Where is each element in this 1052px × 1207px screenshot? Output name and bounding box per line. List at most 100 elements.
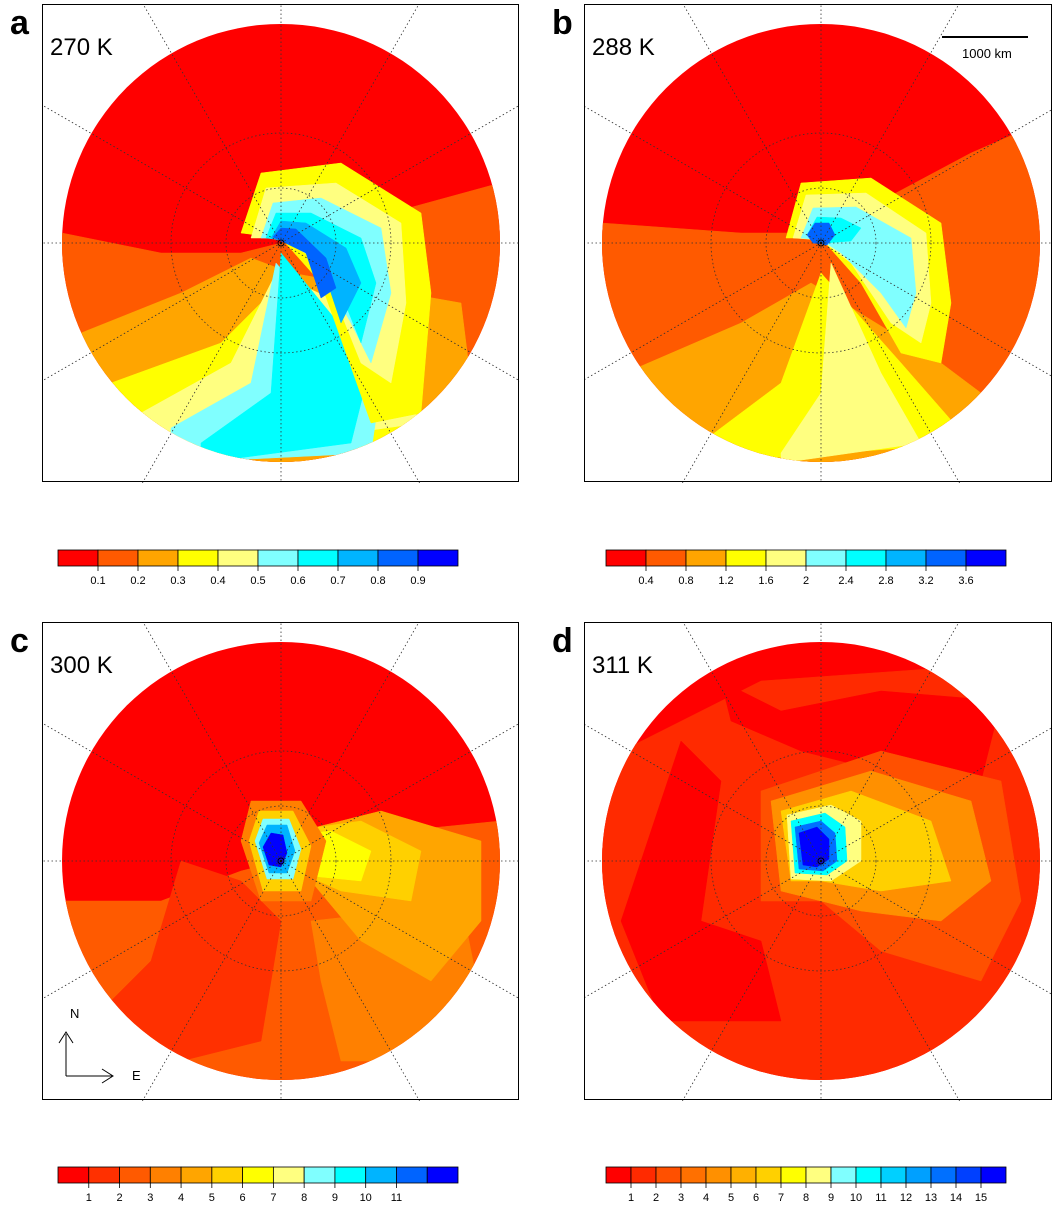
colorbar-swatch-c-0 [57,1166,90,1184]
colorbar-swatch-b-1 [645,549,687,567]
colorbar-tick-label-c-6: 7 [270,1192,276,1204]
scale-bar-line [942,36,1028,38]
level-label-a: 270 K [50,34,113,61]
colorbar-swatch-d-1 [630,1166,657,1184]
colorbar-tick-label-d-10: 11 [875,1192,886,1204]
field-region-d-2 [620,740,782,1022]
colorbar-swatch-d-8 [805,1166,832,1184]
panel-letter-c: c [10,622,29,660]
map-svg-b [585,5,1052,483]
pole-dot-b [820,242,822,244]
colorbar-swatch-d-6 [755,1166,782,1184]
parallel-c-0 [225,805,337,917]
colorbar-tick-label-c-10: 11 [391,1192,402,1204]
colorbar-tick-label-b-1: 0.8 [678,575,693,587]
colorbar-tick-label-a-0: 0.1 [90,575,105,587]
compass-arrows-icon [58,1031,114,1084]
colorbar-swatch-a-7 [337,549,379,567]
colorbar-tick-label-c-0: 1 [86,1192,92,1204]
colorbar-swatch-a-1 [97,549,139,567]
map-panel-c [42,622,520,1101]
colorbar-swatch-a-4 [217,549,259,567]
map-svg-d [585,623,1052,1101]
colorbar-swatch-c-7 [272,1166,305,1184]
pole-dot-d [820,860,822,862]
colorbar-swatch-c-6 [242,1166,274,1184]
colorbar-tick-label-c-5: 6 [240,1192,246,1204]
colorbar-tick-label-a-7: 0.8 [370,575,385,587]
colorbar-tick-label-d-6: 7 [778,1192,784,1204]
colorbar-swatch-b-9 [965,549,1007,567]
colorbar-swatch-d-14 [955,1166,982,1184]
compass-east-label: E [132,1068,141,1083]
colorbar-a: 0.1 0.2 0.3 0.4 0.5 0.6 0.7 0.8 0.9 [57,549,478,600]
colorbar-tick-label-d-11: 12 [900,1192,912,1204]
colorbar-swatch-d-5 [730,1166,757,1184]
graticule-c [43,623,520,1101]
colorbar-tick-label-b-4: 2 [803,575,809,587]
colorbar-tick-label-d-4: 5 [728,1192,734,1204]
map-panel-a [42,4,520,483]
colorbar-swatch-c-9 [334,1166,367,1184]
colorbar-tick-label-a-5: 0.6 [290,575,305,587]
colorbar-swatch-c-12 [426,1166,459,1184]
colorbar-swatch-b-4 [765,549,807,567]
colorbar-swatch-c-3 [149,1166,182,1184]
colorbar-tick-label-c-2: 3 [147,1192,153,1204]
colorbar-b: 0.4 0.8 1.2 1.6 2 2.4 2.8 3.2 3.6 [605,549,1026,600]
colorbar-swatch-c-2 [119,1166,151,1184]
compass: N E [52,1006,152,1086]
colorbar-swatch-c-5 [211,1166,244,1184]
graticule-b [585,5,1052,483]
colorbar-tick-label-d-3: 4 [703,1192,709,1204]
colorbar-tick-label-b-5: 2.4 [838,575,853,587]
colorbar-tick-label-b-2: 1.2 [718,575,733,587]
panel-letter-a: a [10,4,29,42]
colorbar-swatch-a-5 [257,549,299,567]
map-svg-a [43,5,520,483]
colorbar-swatch-d-12 [905,1166,932,1184]
pole-marker-c [277,857,285,865]
colorbar-tick-label-d-0: 1 [628,1192,634,1204]
colorbar-swatch-a-8 [377,549,419,567]
colorbar-svg-a: 0.1 0.2 0.3 0.4 0.5 0.6 0.7 0.8 0.9 [57,549,459,587]
colorbar-swatch-b-3 [725,549,767,567]
colorbar-tick-label-c-8: 9 [332,1192,338,1204]
colorbar-tick-label-a-2: 0.3 [170,575,185,587]
colorbar-tick-label-d-5: 6 [753,1192,759,1204]
colorbar-tick-label-b-3: 1.6 [758,575,773,587]
colorbar-swatch-d-13 [930,1166,957,1184]
colorbar-tick-label-d-1: 2 [653,1192,659,1204]
colorbar-swatch-d-3 [680,1166,707,1184]
field-region-a-11 [272,227,337,299]
parallel-c-1 [170,750,392,972]
field-d [602,642,1040,1080]
colorbar-tick-label-b-8: 3.6 [958,575,973,587]
map-panel-b [584,4,1052,483]
colorbar-d: 1 2 3 4 5 6 7 8 9 10 11 12 13 14 15 [605,1166,1026,1207]
colorbar-swatch-c-4 [180,1166,213,1184]
colorbar-swatch-a-2 [137,549,179,567]
parallel-b-1 [710,132,932,354]
level-label-c: 300 K [50,652,113,679]
colorbar-tick-label-b-0: 0.4 [638,575,653,587]
colorbar-tick-label-d-9: 10 [850,1192,862,1204]
graticule-a [43,5,520,483]
colorbar-tick-label-b-6: 2.8 [878,575,893,587]
parallel-d-0 [765,805,877,917]
colorbar-tick-label-a-4: 0.5 [250,575,265,587]
field-region-d-9 [798,826,830,868]
colorbar-swatch-a-3 [177,549,219,567]
colorbar-swatch-d-2 [655,1166,682,1184]
colorbar-swatch-d-10 [855,1166,882,1184]
colorbar-swatch-c-8 [303,1166,336,1184]
colorbar-swatch-d-9 [830,1166,857,1184]
colorbar-swatch-b-0 [605,549,647,567]
colorbar-swatch-d-11 [880,1166,907,1184]
map-svg-c [43,623,520,1101]
colorbar-swatch-b-2 [685,549,727,567]
colorbar-tick-label-a-8: 0.9 [410,575,425,587]
colorbar-tick-label-c-4: 5 [209,1192,215,1204]
map-panel-d [584,622,1052,1101]
pole-marker-d [817,857,825,865]
